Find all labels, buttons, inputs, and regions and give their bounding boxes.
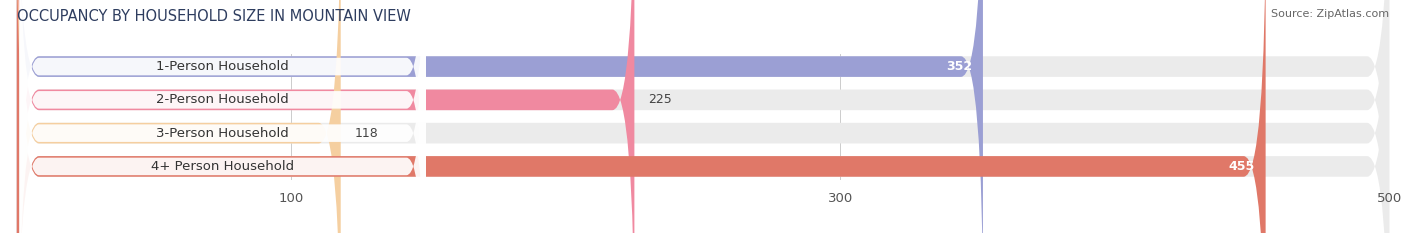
FancyBboxPatch shape	[20, 0, 426, 233]
FancyBboxPatch shape	[17, 0, 983, 233]
Text: Source: ZipAtlas.com: Source: ZipAtlas.com	[1271, 9, 1389, 19]
FancyBboxPatch shape	[17, 0, 1265, 233]
Text: OCCUPANCY BY HOUSEHOLD SIZE IN MOUNTAIN VIEW: OCCUPANCY BY HOUSEHOLD SIZE IN MOUNTAIN …	[17, 9, 411, 24]
FancyBboxPatch shape	[17, 0, 1389, 233]
FancyBboxPatch shape	[20, 0, 426, 233]
Text: 4+ Person Household: 4+ Person Household	[152, 160, 294, 173]
Text: 118: 118	[354, 127, 378, 140]
FancyBboxPatch shape	[20, 0, 426, 233]
FancyBboxPatch shape	[17, 0, 1389, 233]
FancyBboxPatch shape	[17, 0, 340, 233]
FancyBboxPatch shape	[17, 0, 1389, 233]
FancyBboxPatch shape	[17, 0, 634, 233]
FancyBboxPatch shape	[17, 0, 1389, 233]
Text: 3-Person Household: 3-Person Household	[156, 127, 290, 140]
Text: 455: 455	[1229, 160, 1254, 173]
Text: 225: 225	[648, 93, 672, 106]
Text: 1-Person Household: 1-Person Household	[156, 60, 290, 73]
FancyBboxPatch shape	[20, 0, 426, 233]
Text: 352: 352	[946, 60, 972, 73]
Text: 2-Person Household: 2-Person Household	[156, 93, 290, 106]
